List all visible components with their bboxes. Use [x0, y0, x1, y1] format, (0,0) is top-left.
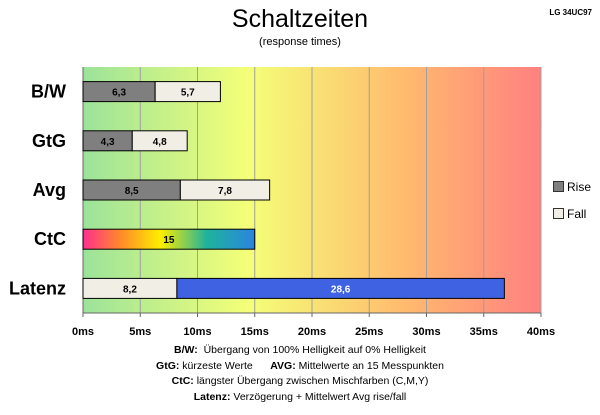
category-label: GtG	[32, 131, 66, 151]
x-tick-label: 10ms	[183, 326, 211, 338]
category-label: B/W	[31, 82, 66, 102]
legend-label-fall: Fall	[567, 207, 587, 221]
x-tick-label: 0ms	[72, 326, 94, 338]
bar-value-label: 6,3	[112, 88, 126, 99]
x-tick-label: 15ms	[241, 326, 269, 338]
note-gtg-avg: GtG: kürzeste Werte AVG: Mittelwerte an …	[156, 359, 444, 372]
category-label: CtC	[34, 229, 66, 249]
x-axis: 0ms 5ms 10ms 15ms 20ms 25ms 30ms 35ms 40ms	[72, 313, 555, 338]
x-tick-label: 30ms	[412, 326, 440, 338]
bar-value-label: 28,6	[331, 284, 351, 295]
category-label: Avg	[33, 180, 66, 200]
x-tick-label: 25ms	[355, 326, 383, 338]
chart-title: Schaltzeiten	[231, 5, 369, 33]
bar-value-label: 7,8	[218, 186, 232, 197]
x-tick-label: 40ms	[527, 326, 555, 338]
bar-fall	[154, 81, 221, 103]
x-tick-label: 20ms	[298, 326, 326, 338]
note-ctc: CtC: längster Übergang zwischen Mischfar…	[171, 375, 429, 387]
monitor-model-label: LG 34UC97	[549, 8, 592, 17]
legend-swatch-rise	[553, 181, 564, 192]
bar-ctc	[82, 228, 256, 250]
bar-fall	[131, 130, 188, 152]
note-bw: B/W: Übergang von 100% Helligkeit auf 0%…	[174, 344, 426, 356]
category-label: Latenz	[9, 278, 66, 298]
chart-subtitle: (response times)	[259, 36, 341, 48]
bar-value-label: 15	[163, 235, 175, 246]
bar-value-label: 8,5	[125, 186, 139, 197]
bar-value-label: 5,7	[181, 88, 195, 99]
bar-fall	[179, 179, 271, 201]
bar-latenz	[176, 277, 505, 299]
note-latenz: Latenz: Verzögerung + Mittelwert Avg ris…	[193, 390, 407, 403]
x-tick-label: 5ms	[129, 326, 151, 338]
legend-swatch-fall	[553, 208, 564, 219]
bar-value-label: 4,3	[101, 137, 115, 148]
bar-value-label: 8,2	[123, 284, 137, 295]
legend-item-rise: Rise	[553, 180, 591, 194]
legend-item-fall: Fall	[553, 207, 586, 221]
x-tick-label: 35ms	[470, 326, 498, 338]
legend-label-rise: Rise	[567, 180, 592, 194]
chart-notes: B/W: Übergang von 100% Helligkeit auf 0%…	[0, 343, 600, 405]
bar-value-label: 4,8	[153, 137, 167, 148]
bars: 6,3 5,7 4,3 4,8 8,5 7,8 15 8,2 28,6	[82, 81, 505, 299]
category-axis: B/W GtG Avg CtC Latenz	[9, 82, 66, 299]
